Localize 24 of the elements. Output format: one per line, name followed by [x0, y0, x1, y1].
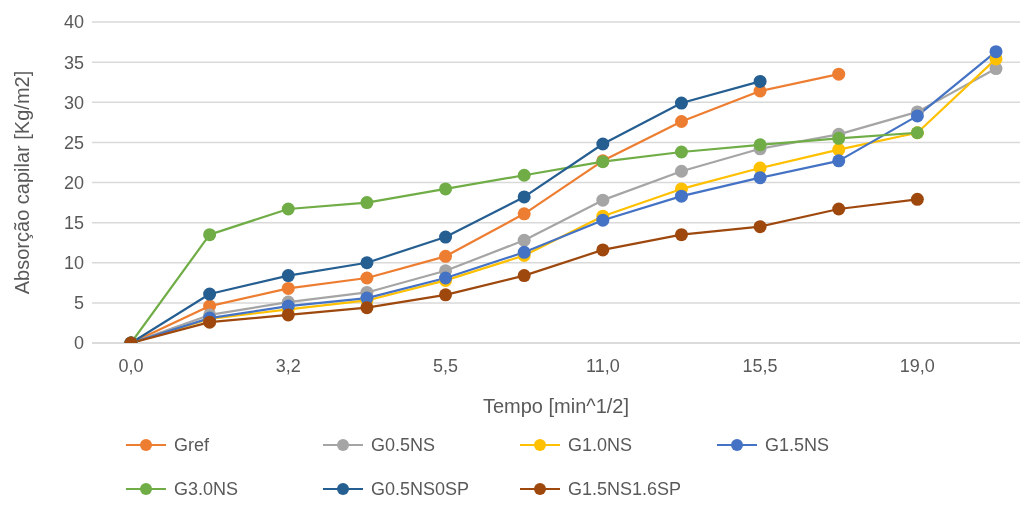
y-tick-label: 30 [63, 92, 84, 113]
y-tick-label: 25 [63, 132, 84, 153]
y-tick-label: 40 [63, 12, 84, 33]
legend-label: G1.0NS [568, 434, 633, 456]
legend-label: G1.5NS [765, 434, 830, 456]
y-tick-label: 0 [73, 333, 84, 354]
legend-label: G0.5NS0SP [371, 478, 470, 500]
y-tick-label: 15 [63, 213, 84, 234]
y-tick-label: 20 [63, 172, 84, 193]
y-tick-label: 5 [73, 293, 84, 314]
x-tick-label: 5,5 [433, 355, 459, 376]
y-tick-label: 10 [63, 253, 84, 274]
legend-label: G0.5NS [371, 434, 436, 456]
legend-label: G3.0NS [174, 478, 239, 500]
x-tick-label: 0,0 [118, 355, 144, 376]
x-axis-title: Tempo [min^1/2] [482, 395, 630, 417]
x-tick-label: 15,5 [742, 355, 778, 376]
legend-label: G1.5NS1.6SP [568, 478, 682, 500]
y-axis-title: Absorção capilar [Kg/m2] [11, 70, 34, 295]
x-tick-label: 19,0 [899, 355, 935, 376]
y-tick-label: 35 [63, 52, 84, 73]
x-tick-label: 3,2 [275, 355, 301, 376]
x-tick-label: 11,0 [585, 355, 620, 376]
legend-label: Gref [174, 434, 210, 456]
